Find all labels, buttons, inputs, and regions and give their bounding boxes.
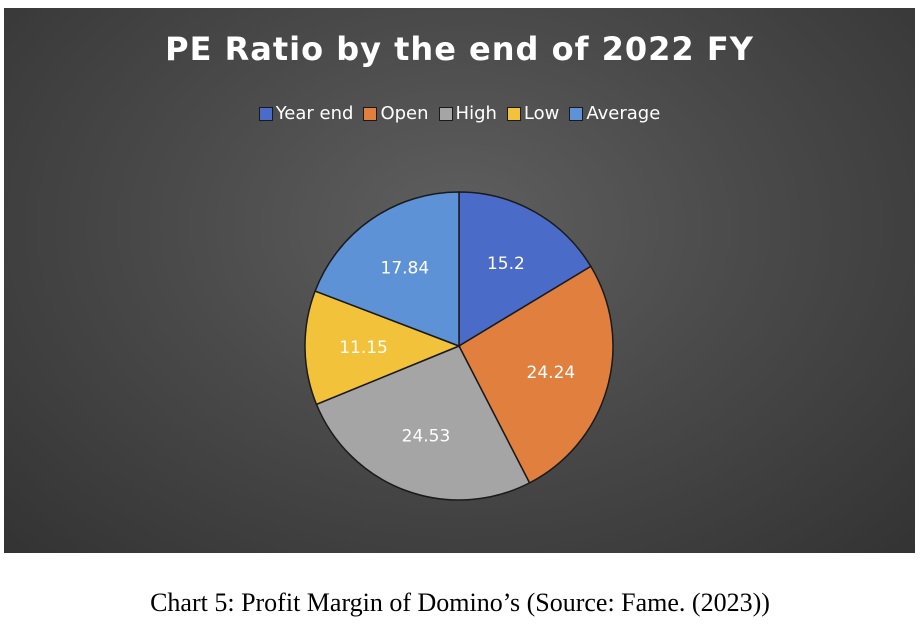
data-label-low: 11.15 bbox=[339, 338, 388, 358]
data-label-open: 24.24 bbox=[527, 363, 576, 383]
legend-item-high: High bbox=[438, 103, 497, 124]
pie-slice-low bbox=[304, 290, 462, 406]
legend-label: Average bbox=[586, 103, 661, 124]
pie-slice-open bbox=[458, 265, 614, 484]
chart-panel: PE Ratio by the end of 2022 FY Year end … bbox=[4, 8, 915, 553]
pie-chart: 15.2 24.24 24.53 11.15 17.84 bbox=[304, 191, 614, 501]
legend-label: Year end bbox=[275, 103, 354, 124]
legend-item-open: Open bbox=[363, 103, 429, 124]
legend-item-year-end: Year end bbox=[258, 103, 354, 124]
pie-slice-high bbox=[315, 345, 531, 501]
pie-slice-year-end bbox=[458, 191, 592, 348]
legend-label: Low bbox=[523, 103, 560, 124]
data-label-year-end: 15.2 bbox=[487, 254, 525, 274]
legend-swatch bbox=[258, 106, 273, 121]
legend-label: Open bbox=[380, 103, 429, 124]
legend-item-average: Average bbox=[569, 103, 660, 124]
data-label-average: 17.84 bbox=[381, 258, 430, 278]
chart-title: PE Ratio by the end of 2022 FY bbox=[165, 30, 754, 68]
legend-swatch bbox=[438, 106, 453, 121]
legend-item-low: Low bbox=[506, 103, 560, 124]
data-label-high: 24.53 bbox=[402, 427, 451, 447]
pie-slice-average bbox=[314, 191, 460, 348]
legend-swatch bbox=[506, 106, 521, 121]
legend-swatch bbox=[569, 106, 584, 121]
legend-label: High bbox=[455, 103, 497, 124]
legend-swatch bbox=[363, 106, 378, 121]
chart-legend: Year end Open High Low Average bbox=[4, 103, 915, 124]
figure-caption: Chart 5: Profit Margin of Domino’s (Sour… bbox=[150, 588, 770, 617]
